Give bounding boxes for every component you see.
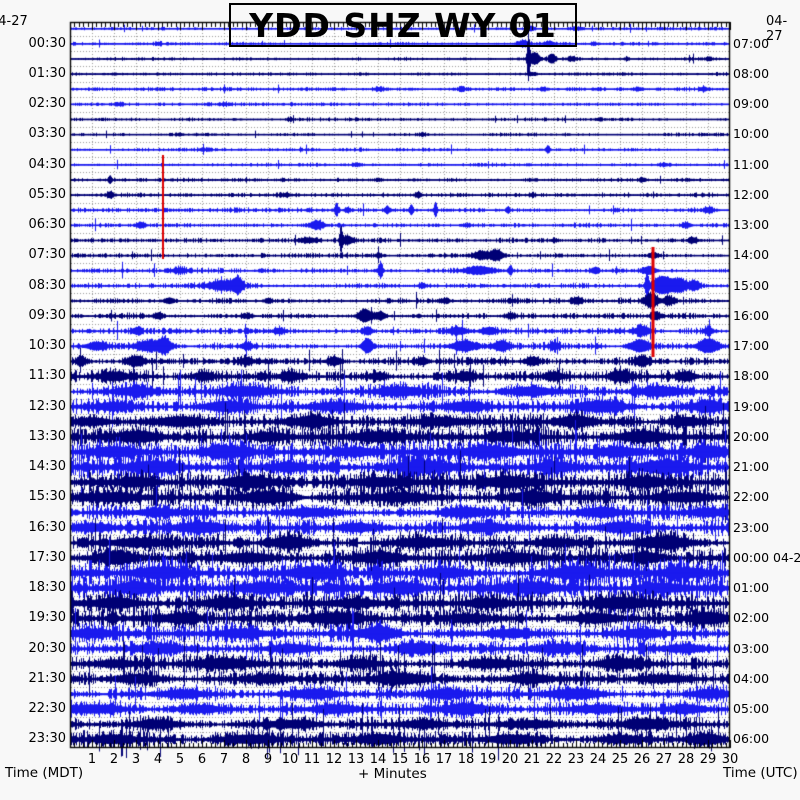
x-tick-label: 1 xyxy=(87,752,97,767)
right-time-label: 03:00 xyxy=(733,640,770,656)
left-time-label: 06:30 xyxy=(28,217,66,233)
left-time-label: 08:30 xyxy=(28,277,66,293)
x-tick-label: 13 xyxy=(347,752,365,767)
x-tick-label: 26 xyxy=(633,752,651,767)
right-time-label: 13:00 xyxy=(733,217,770,233)
x-tick-label: 9 xyxy=(263,752,273,767)
right-time-label: 17:00 xyxy=(733,338,770,354)
x-tick-label: 25 xyxy=(611,752,629,767)
left-time-label: 01:30 xyxy=(28,65,66,81)
right-time-label: 02:00 xyxy=(733,610,770,626)
left-time-label: 22:30 xyxy=(28,701,66,717)
right-time-label: 21:00 xyxy=(733,459,770,475)
right-time-label: 05:00 xyxy=(733,701,770,717)
station-title: YDD SHZ WY 01 xyxy=(249,5,557,45)
x-tick-label: 29 xyxy=(699,752,717,767)
left-time-label: 00:30 xyxy=(28,35,66,51)
right-time-label: 06:00 xyxy=(733,731,770,747)
right-time-label: 19:00 xyxy=(733,398,770,414)
x-tick-label: 6 xyxy=(197,752,207,767)
x-tick-label: 24 xyxy=(589,752,607,767)
right-time-label: 20:00 xyxy=(733,428,770,444)
x-tick-label: 12 xyxy=(325,752,343,767)
right-time-label: 12:00 xyxy=(733,186,770,202)
left-time-label: 13:30 xyxy=(28,428,66,444)
right-time-label: 08:00 xyxy=(733,65,770,81)
station-title-box: YDD SHZ WY 01 xyxy=(229,3,577,47)
left-time-label: 09:30 xyxy=(28,307,66,323)
x-tick-label: 3 xyxy=(131,752,141,767)
right-time-label: 11:00 xyxy=(733,156,770,172)
left-time-label: 21:30 xyxy=(28,670,66,686)
x-tick-label: 5 xyxy=(175,752,185,767)
x-tick-label: 15 xyxy=(391,752,409,767)
right-time-label: 09:00 xyxy=(733,96,770,112)
x-tick-label: 19 xyxy=(479,752,497,767)
left-time-label: 07:30 xyxy=(28,247,66,263)
right-axis-title: Time (UTC) xyxy=(723,765,798,781)
left-time-label: 19:30 xyxy=(28,610,66,626)
right-time-label: 04:00 xyxy=(733,670,770,686)
left-time-label: 23:30 xyxy=(28,731,66,747)
x-tick-label: 17 xyxy=(435,752,453,767)
x-tick-label: 8 xyxy=(241,752,251,767)
left-time-label: 18:30 xyxy=(28,580,66,596)
left-time-label: 11:30 xyxy=(28,368,66,384)
x-tick-label: 30 xyxy=(721,752,739,767)
left-time-label: 17:30 xyxy=(28,549,66,565)
left-time-label: 04:30 xyxy=(28,156,66,172)
right-time-label: 07:00 xyxy=(733,35,770,51)
left-time-label: 10:30 xyxy=(28,338,66,354)
right-time-label: 23:00 xyxy=(733,519,770,535)
x-axis-title: + Minutes xyxy=(358,766,427,782)
date-top-right: 04-27 xyxy=(766,14,788,44)
right-time-label: 22:00 xyxy=(733,489,770,505)
x-tick-label: 27 xyxy=(655,752,673,767)
right-time-label: 18:00 xyxy=(733,368,770,384)
right-time-label: 10:00 xyxy=(733,126,770,142)
x-tick-label: 10 xyxy=(281,752,299,767)
right-time-label: 16:00 xyxy=(733,307,770,323)
left-time-label: 05:30 xyxy=(28,186,66,202)
right-time-label: 00:00 04-28 xyxy=(733,549,800,565)
left-time-label: 20:30 xyxy=(28,640,66,656)
x-tick-label: 7 xyxy=(219,752,229,767)
left-time-label: 15:30 xyxy=(28,489,66,505)
x-tick-label: 21 xyxy=(523,752,541,767)
left-time-label: 12:30 xyxy=(28,398,66,414)
x-tick-label: 11 xyxy=(303,752,321,767)
x-tick-label: 16 xyxy=(413,752,431,767)
date-top-left: 04-27 xyxy=(0,14,28,29)
left-time-label: 02:30 xyxy=(28,96,66,112)
x-tick-label: 28 xyxy=(677,752,695,767)
x-tick-label: 4 xyxy=(153,752,163,767)
right-time-label: 01:00 xyxy=(733,580,770,596)
left-time-label: 14:30 xyxy=(28,459,66,475)
x-tick-label: 2 xyxy=(109,752,119,767)
left-axis-title: Time (MDT) xyxy=(5,765,84,781)
x-tick-label: 22 xyxy=(545,752,563,767)
x-tick-label: 23 xyxy=(567,752,585,767)
right-time-label: 15:00 xyxy=(733,277,770,293)
left-time-label: 03:30 xyxy=(28,126,66,142)
x-tick-label: 18 xyxy=(457,752,475,767)
x-tick-label: 20 xyxy=(501,752,519,767)
right-time-label: 14:00 xyxy=(733,247,770,263)
x-tick-label: 14 xyxy=(369,752,387,767)
left-time-label: 16:30 xyxy=(28,519,66,535)
